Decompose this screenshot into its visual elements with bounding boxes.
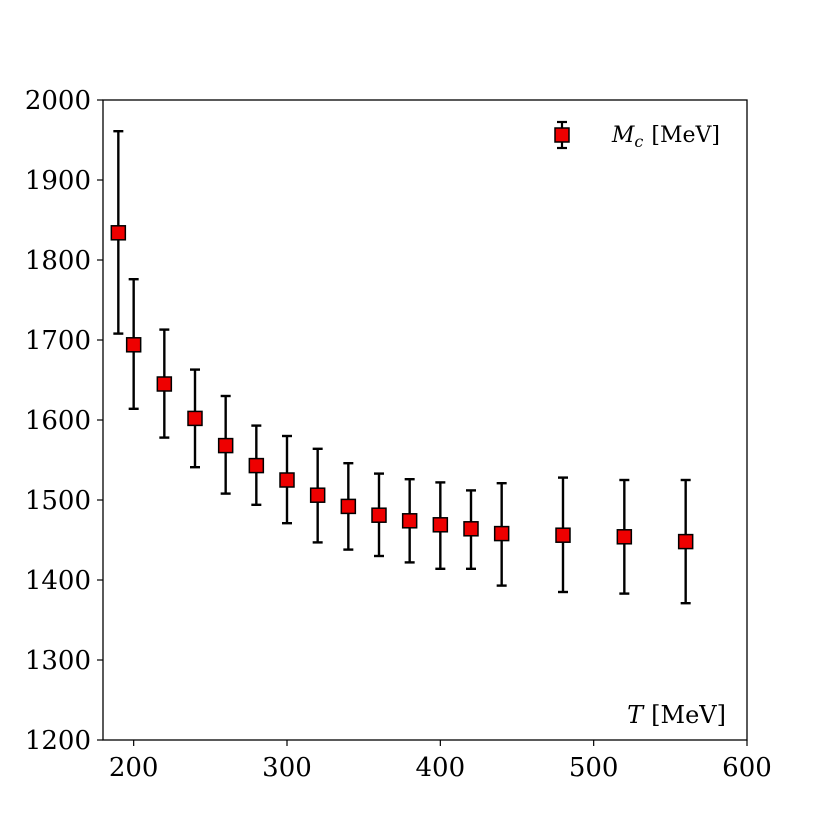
data-point	[401, 478, 418, 564]
y-tick-label: 1900	[25, 166, 91, 196]
y-tick-label: 1500	[25, 486, 91, 516]
data-point	[125, 278, 142, 410]
x-axis-label: T [MeV]	[627, 701, 726, 729]
x-tick-label: 600	[722, 753, 772, 783]
data-point	[156, 328, 173, 439]
ticks-layer: 200 300 400 500 600 1200 1300 1400 1500 1600 1700 1…	[25, 86, 772, 783]
y-tick-label: 1800	[25, 246, 91, 276]
x-tick-label: 300	[262, 753, 312, 783]
data-marker	[309, 487, 326, 503]
legend-label: Mc [MeV]	[611, 123, 720, 151]
data-marker	[156, 376, 173, 392]
data-point	[248, 424, 265, 506]
data-point	[340, 462, 357, 551]
data-marker	[279, 472, 295, 488]
y-tick-label: 2000	[25, 86, 91, 116]
data-marker	[677, 533, 694, 550]
data-point	[616, 478, 633, 595]
data-point	[110, 129, 127, 335]
data-point	[309, 447, 326, 544]
data-point	[432, 481, 449, 570]
data-marker	[432, 517, 449, 533]
data-point	[279, 434, 295, 525]
legend-marker	[554, 127, 570, 143]
data-marker	[463, 521, 479, 537]
y-tick-label: 1700	[25, 326, 91, 356]
data-point	[463, 489, 479, 570]
data-point	[371, 472, 387, 558]
data-point	[217, 394, 234, 495]
data-marker	[616, 529, 633, 545]
data-marker	[110, 225, 127, 241]
data-marker	[401, 513, 418, 529]
y-tick-label: 1600	[25, 406, 91, 436]
data-marker	[187, 410, 203, 427]
data-marker	[340, 498, 357, 515]
data-marker	[125, 337, 142, 353]
data-point	[493, 482, 510, 587]
y-tick-label: 1400	[25, 566, 91, 596]
x-tick-label: 200	[109, 753, 159, 783]
legend: Mc [MeV]	[554, 120, 720, 151]
data-marker	[493, 525, 510, 542]
data-marker	[217, 437, 234, 454]
data-point	[677, 478, 694, 605]
x-tick-label: 500	[569, 753, 619, 783]
y-tick-label: 1200	[25, 726, 91, 756]
y-tick-label: 1300	[25, 646, 91, 676]
data-marker	[555, 527, 571, 543]
data-layer	[110, 129, 694, 605]
x-tick-label: 400	[416, 753, 466, 783]
data-marker	[371, 507, 387, 523]
data-marker	[248, 457, 265, 474]
data-point	[187, 368, 203, 469]
data-point	[555, 476, 571, 594]
